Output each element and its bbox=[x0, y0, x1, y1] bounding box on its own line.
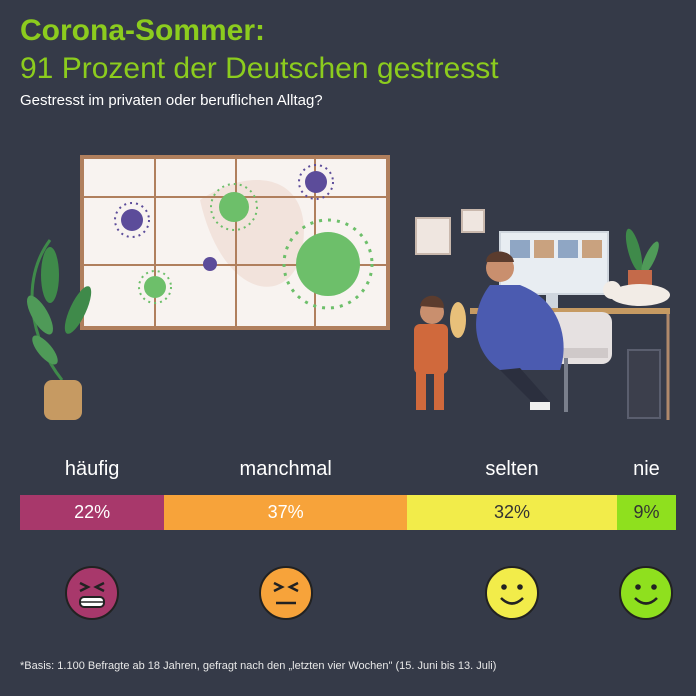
virus-icon bbox=[203, 257, 217, 271]
virus-icon bbox=[210, 183, 258, 231]
category-label: manchmal bbox=[239, 458, 332, 480]
bar-segment-3: 9% bbox=[616, 495, 676, 530]
title-line-2: 91 Prozent der Deutschen gestresst bbox=[20, 52, 499, 85]
bar-segment-0: 22% bbox=[20, 495, 165, 530]
bar-segment-1: 37% bbox=[164, 495, 408, 530]
data-label: 22% bbox=[74, 502, 111, 522]
monitor-illustration bbox=[499, 231, 609, 308]
category-label: häufig bbox=[64, 458, 120, 480]
subtitle: Gestresst im privaten oder beruflichen A… bbox=[20, 92, 323, 109]
plant-icon bbox=[27, 239, 92, 420]
title-line-1: Corona-Sommer: bbox=[20, 14, 266, 47]
footnote: *Basis: 1.100 Befragte ab 18 Jahren, gef… bbox=[20, 660, 497, 672]
child-illustration bbox=[414, 295, 466, 410]
category-label: nie bbox=[633, 458, 660, 480]
bar-segment-2: 32% bbox=[407, 495, 617, 530]
smiley-face-icon bbox=[619, 566, 674, 620]
virus-icon bbox=[298, 164, 334, 200]
data-label: 9% bbox=[633, 502, 660, 522]
stacked-bar-chart: 22% 37% 32% 9% bbox=[20, 495, 676, 530]
window-with-virus-illustration bbox=[80, 155, 390, 330]
stressed-face-icon bbox=[65, 566, 120, 620]
data-label: 32% bbox=[493, 502, 530, 522]
smiley-face-icon bbox=[485, 566, 539, 620]
data-label: 37% bbox=[267, 502, 304, 522]
category-label: selten bbox=[485, 458, 539, 480]
virus-icon bbox=[138, 270, 172, 304]
virus-icon bbox=[114, 202, 150, 238]
annoyed-face-icon bbox=[258, 566, 313, 620]
virus-icon bbox=[282, 218, 374, 310]
person-illustration bbox=[476, 251, 564, 410]
home-office-illustration bbox=[27, 155, 670, 420]
